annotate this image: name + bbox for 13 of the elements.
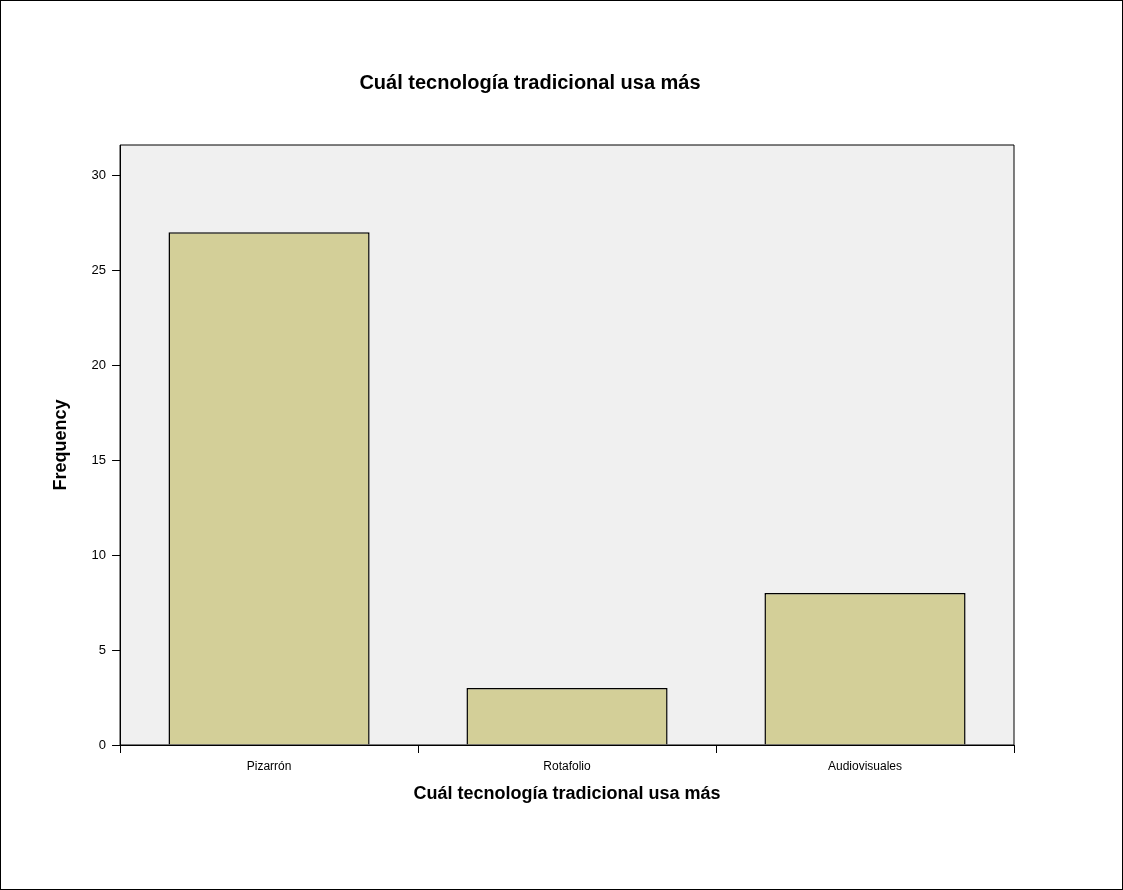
x-tick-label: Rotafolio <box>543 758 592 773</box>
y-tick-label: 20 <box>91 356 107 372</box>
x-axis-title: Cuál tecnología tradicional usa más <box>413 783 721 804</box>
x-tick-label: Audiovisuales <box>827 758 903 773</box>
chart-title: Cuál tecnología tradicional usa más <box>359 70 701 93</box>
y-tick-label: 0 <box>98 736 107 752</box>
x-tick-label: Pizarrón <box>246 758 292 773</box>
y-tick-label: 5 <box>98 641 107 657</box>
y-tick-label: 10 <box>91 546 107 562</box>
y-tick-label: 25 <box>91 261 107 277</box>
y-axis-title: Frequency <box>49 399 70 491</box>
y-tick-label: 30 <box>91 166 107 182</box>
y-tick-label: 15 <box>91 451 107 467</box>
